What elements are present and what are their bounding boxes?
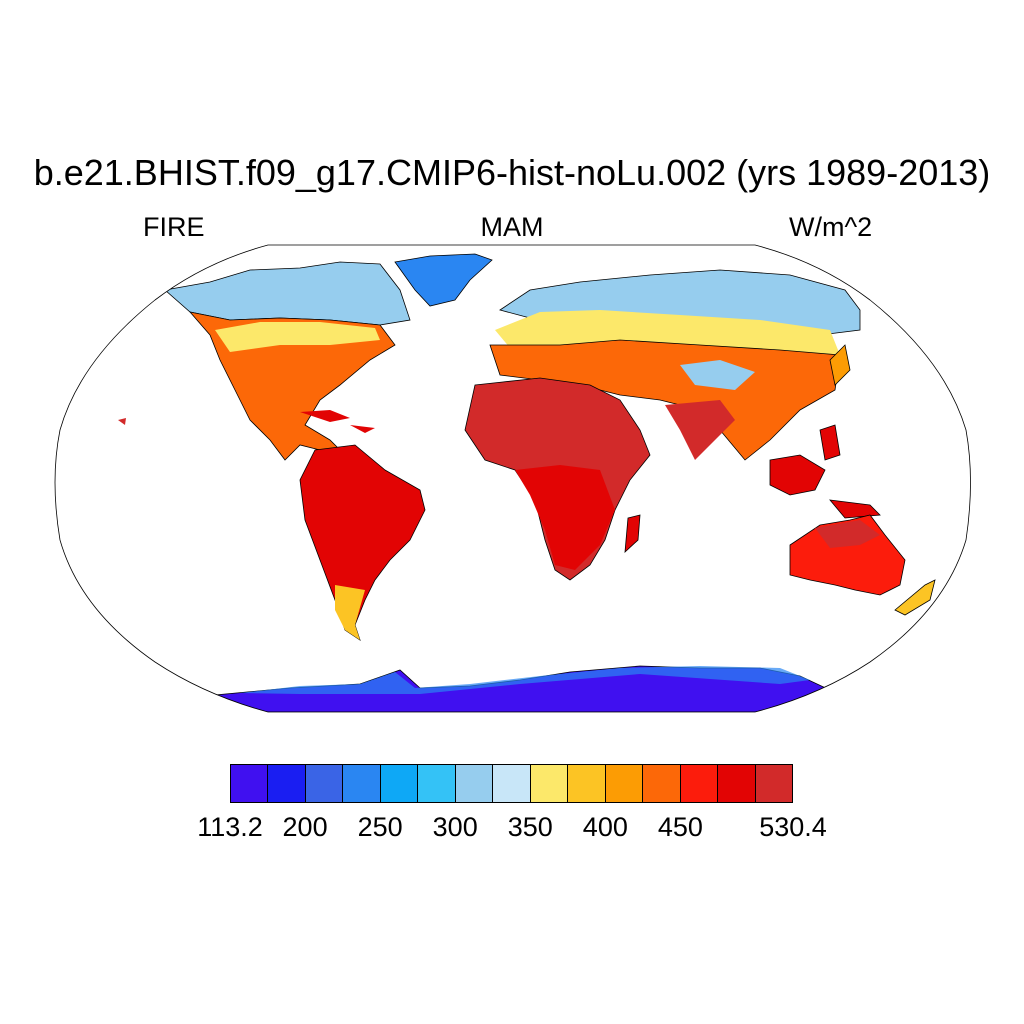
colorbar-tick-label: 400 <box>582 812 628 842</box>
units-label: W/m^2 <box>789 212 873 242</box>
colorbar-swatch <box>755 765 793 802</box>
colorbar-swatch <box>568 765 606 802</box>
colorbar-swatch <box>643 765 681 802</box>
north-america-north-band <box>215 322 380 352</box>
plot-title: b.e21.BHIST.f09_g17.CMIP6-hist-noLu.002 … <box>33 152 991 193</box>
antarctica-coast <box>240 666 810 694</box>
colorbar-tick-label: 530.4 <box>759 812 827 842</box>
colorbar-swatch <box>680 765 719 802</box>
japan-land <box>829 344 851 386</box>
eurasia-mid-band <box>495 310 840 355</box>
colorbar-tick-label: 300 <box>432 812 478 842</box>
colorbar-swatch <box>343 765 381 802</box>
colorbar-swatch <box>530 765 569 802</box>
greenland-land <box>394 253 493 307</box>
colorbar-tick-label: 113.2 <box>197 812 263 842</box>
south-america-land <box>299 444 426 641</box>
colorbar-tick-label: 450 <box>657 812 703 842</box>
new-zealand-land <box>894 579 936 616</box>
colorbar-swatch <box>380 765 419 802</box>
tibet-plateau <box>680 360 755 390</box>
colorbar-swatch <box>718 765 756 802</box>
variable-label: FIRE <box>143 212 205 242</box>
season-label: MAM <box>480 212 544 242</box>
caribbean-islands <box>300 410 375 433</box>
india-land <box>665 400 735 460</box>
south-america-south <box>335 585 365 640</box>
africa-central <box>515 465 615 570</box>
colorbar-swatch <box>605 765 644 802</box>
hawaii-islands <box>118 418 126 425</box>
australia-north <box>815 520 880 548</box>
colorbar-swatch <box>418 765 456 802</box>
colorbar-swatch <box>305 765 344 802</box>
colorbar-swatch <box>455 765 494 802</box>
colorbar-swatch <box>493 765 531 802</box>
colorbar-swatch <box>268 765 306 802</box>
se-asia-islands <box>769 424 881 519</box>
colorbar-tick-label: 350 <box>507 812 553 842</box>
madagascar-land <box>624 514 641 553</box>
map-boundary <box>54 244 971 713</box>
colorbar <box>230 764 793 803</box>
colorbar-swatch <box>231 765 269 802</box>
colorbar-tick-label: 250 <box>357 812 403 842</box>
colorbar-tick-label: 200 <box>282 812 328 842</box>
